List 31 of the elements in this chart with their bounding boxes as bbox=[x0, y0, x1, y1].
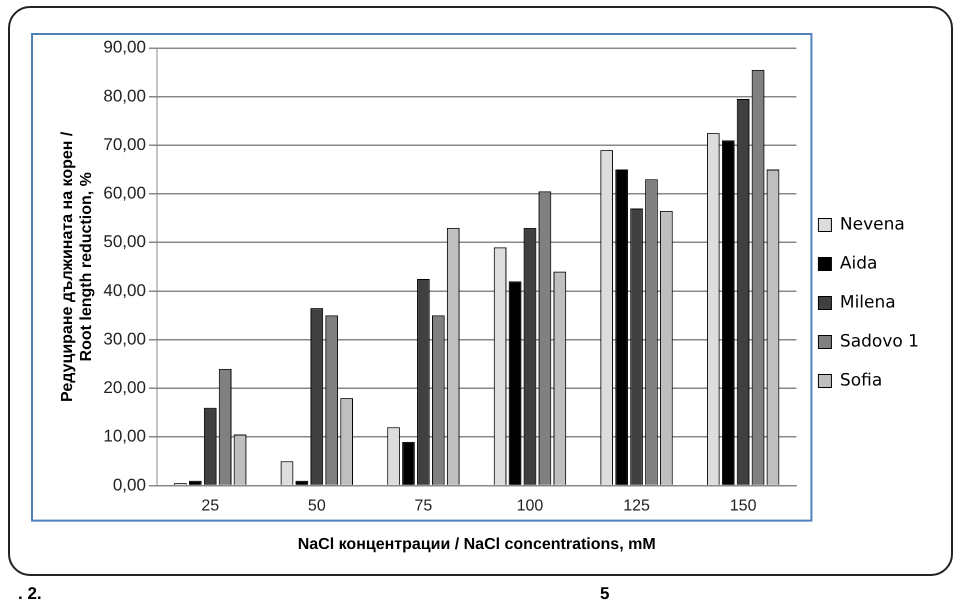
y-tick-label: 20,00 bbox=[103, 378, 146, 398]
bar bbox=[188, 480, 202, 485]
legend-label: Nevena bbox=[840, 214, 905, 234]
x-tick-label: 150 bbox=[730, 498, 757, 515]
legend-label: Sofia bbox=[840, 370, 882, 390]
x-tick-label: 25 bbox=[201, 498, 220, 515]
y-tick-label: 60,00 bbox=[103, 184, 146, 203]
y-tick-label: 50,00 bbox=[103, 232, 146, 252]
text: 5 bbox=[600, 584, 610, 604]
x-axis-title: NaCl концентрации / NaCl concentrations, mM bbox=[298, 536, 656, 553]
y-axis-title: Редуциране дължината на корен / Root length reduction, % bbox=[59, 131, 96, 402]
x-tick-label: 125 bbox=[623, 498, 650, 515]
bar bbox=[615, 170, 628, 485]
x-tick-label: 75 bbox=[414, 498, 432, 515]
y-tick-label: 40,00 bbox=[103, 280, 146, 300]
bar bbox=[402, 442, 415, 485]
x-tick-label: 100 bbox=[516, 498, 544, 515]
bar bbox=[722, 140, 735, 485]
y-tick-label: 90,00 bbox=[103, 38, 146, 57]
bar bbox=[296, 480, 308, 485]
y-tick-label: 80,00 bbox=[103, 86, 146, 106]
y-tick-label: 30,00 bbox=[103, 329, 146, 348]
legend-label: Aida bbox=[840, 253, 878, 274]
text: . 2. bbox=[18, 584, 42, 604]
x-tick-label: 50 bbox=[308, 498, 326, 515]
legend-label: Sadovo 1 bbox=[840, 331, 920, 352]
y-tick-label: 70,00 bbox=[103, 134, 146, 154]
y-tick-label: 10,00 bbox=[103, 426, 146, 446]
legend-label: Milena bbox=[840, 292, 896, 312]
y-tick-label: 0,00 bbox=[112, 475, 146, 494]
bar bbox=[508, 281, 522, 485]
